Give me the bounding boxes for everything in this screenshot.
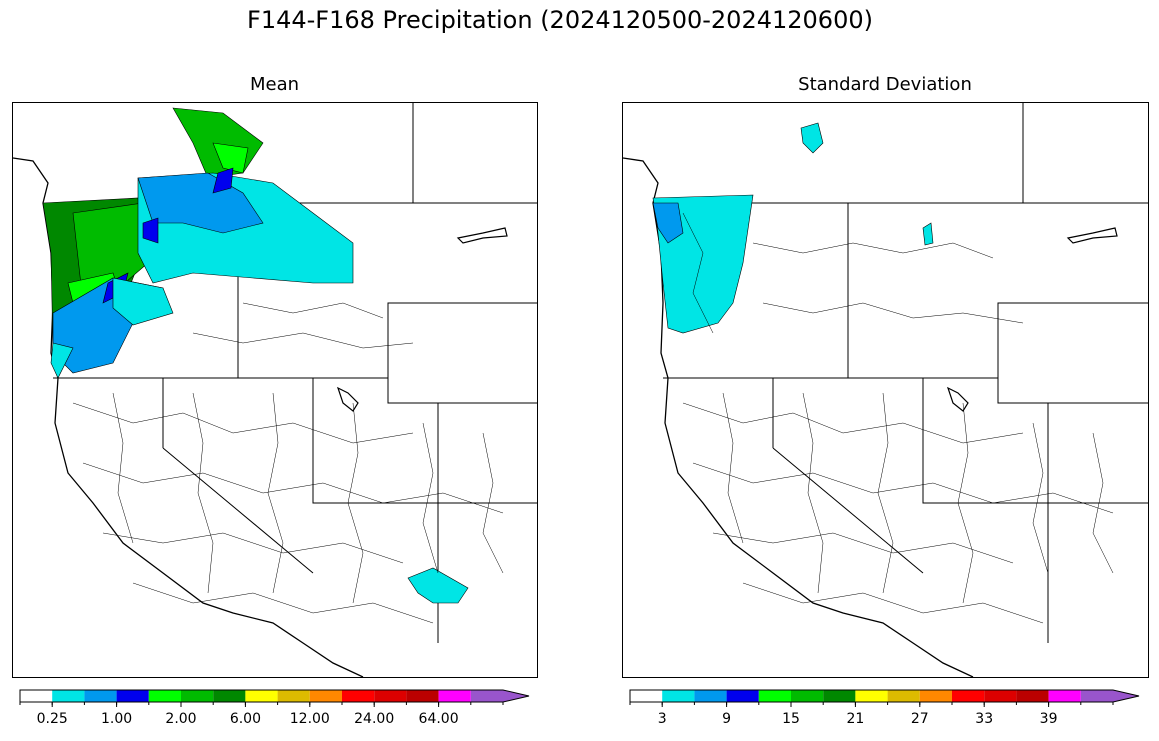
lake (456, 227, 508, 244)
std-colorbar-tick-label: 27 (911, 711, 929, 727)
precip-areas (42, 107, 469, 604)
wy-border (387, 303, 537, 404)
std-area-east-cyan (922, 222, 934, 246)
mean-colorbar-segment (245, 690, 278, 702)
std-colorbar-tick-label: 9 (722, 711, 731, 727)
std-colorbar-segment (758, 690, 791, 702)
std-colorbar-segment (887, 690, 920, 702)
lake (946, 386, 969, 412)
std-colorbar-segment (855, 690, 888, 702)
or-nv-id-border (663, 302, 1148, 379)
precip-area-north-dark-blue (212, 167, 234, 194)
std-colorbar-tick-label: 33 (975, 711, 993, 727)
ut-border (922, 378, 1148, 504)
mean-colorbar-tick-label: 2.00 (165, 711, 196, 727)
lake (1066, 227, 1118, 244)
mean-map[interactable] (12, 102, 538, 678)
std-colorbar-segment (984, 690, 1017, 702)
mean-colorbar-segment (406, 690, 439, 702)
std-colorbar-segment (1016, 690, 1049, 702)
state-borders (663, 103, 1148, 643)
mean-colorbar-outline (19, 689, 530, 703)
std-map[interactable] (622, 102, 1149, 678)
precip-area-north-lime (212, 142, 249, 174)
mean-colorbar-tick-label: 1.00 (101, 711, 132, 727)
mean-colorbar-segment (470, 690, 529, 702)
std-colorbar-tick-label: 39 (1040, 711, 1058, 727)
std-colorbar-segment (694, 690, 727, 702)
std-colorbar-outline (629, 689, 1140, 703)
mean-colorbar-tick-label: 0.25 (37, 711, 68, 727)
mean-colorbar-segment (84, 690, 117, 702)
mean-colorbar-segment (213, 690, 246, 702)
mean-colorbar-tick-label: 6.00 (230, 711, 261, 727)
std-panel-title: Standard Deviation (798, 74, 972, 95)
precip-area-north-green (172, 107, 264, 179)
mean-colorbar-segment (116, 690, 149, 702)
basin-boundaries (72, 302, 504, 624)
mean-colorbar-segment (181, 690, 214, 702)
precip-area-south-cyan (50, 342, 74, 379)
std-colorbar-segment (919, 690, 952, 702)
mean-colorbar-segment (374, 690, 407, 702)
mean-colorbar-segment (309, 690, 342, 702)
mean-panel-title: Mean (249, 74, 300, 95)
ca-nv-border (162, 447, 314, 574)
canada-border (1022, 103, 1148, 204)
precip-area-inland-dark-blue (142, 217, 159, 244)
std-map-svg (623, 103, 1148, 677)
mean-colorbar: 0.25 1.00 2.00 6.00 12.00 24.00 64.00 (19, 689, 530, 727)
std-colorbar-segment (952, 690, 985, 702)
std-colorbar-tick-label: 3 (658, 711, 667, 727)
mean-colorbar-tick-label: 12.00 (290, 711, 330, 727)
std-colorbar-segment (791, 690, 824, 702)
std-area-blue (652, 202, 684, 244)
lake (336, 386, 359, 412)
mean-colorbar-segment (52, 690, 85, 702)
mean-colorbar-segment (148, 690, 181, 702)
std-colorbar-segment (630, 690, 663, 702)
figure-title: F144-F168 Precipitation (2024120500-2024… (247, 6, 873, 34)
mean-colorbar-tick-label: 64.00 (419, 711, 459, 727)
mean-colorbar-segment (342, 690, 375, 702)
mean-colorbar-segment (438, 690, 471, 702)
std-areas (652, 122, 934, 334)
ut-border (312, 378, 537, 504)
std-colorbar-tick-label: 21 (846, 711, 864, 727)
std-colorbar-segment (823, 690, 856, 702)
precip-area-southeast-cyan (407, 567, 469, 604)
canada-border (412, 103, 537, 204)
wa-id-or-border (772, 203, 849, 448)
ca-nv-border (772, 447, 924, 574)
mean-colorbar-segment (20, 690, 53, 702)
std-colorbar-tick-label: 15 (782, 711, 800, 727)
mean-colorbar-tick-label: 24.00 (354, 711, 394, 727)
std-colorbar-segment (726, 690, 759, 702)
std-colorbar: 3 9 15 21 27 33 39 (629, 689, 1140, 727)
state-borders (53, 103, 537, 643)
std-colorbar-segment (662, 690, 695, 702)
basin-boundaries (682, 212, 1114, 624)
std-colorbar-segment (1080, 690, 1139, 702)
wy-border (997, 303, 1148, 404)
std-area-north-cyan (800, 122, 824, 154)
std-colorbar-segment (1048, 690, 1081, 702)
mean-colorbar-segment (277, 690, 310, 702)
mean-map-svg (13, 103, 537, 677)
precip-area-coast-cyan (112, 277, 174, 326)
